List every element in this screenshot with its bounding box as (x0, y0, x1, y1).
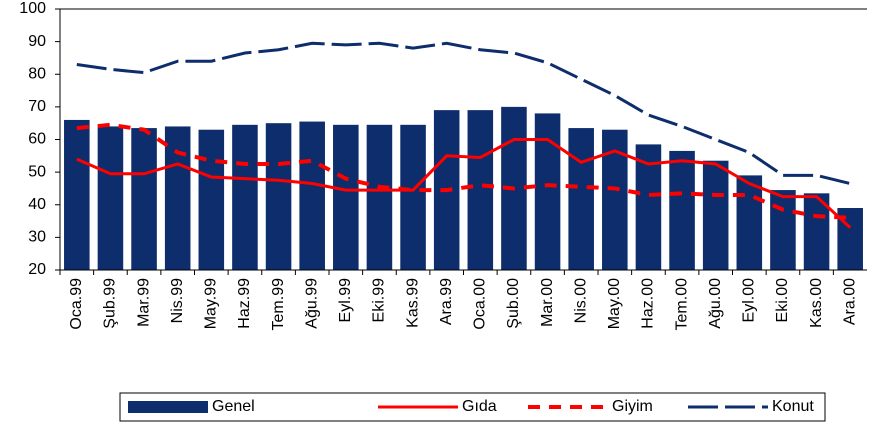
legend-label: Konut (772, 398, 814, 415)
bar (467, 110, 494, 270)
y-tick-label: 40 (28, 196, 46, 213)
x-tick-label: Oca.00 (472, 278, 489, 330)
bar (164, 126, 191, 270)
y-tick-label: 70 (28, 98, 46, 115)
bar (568, 128, 594, 270)
y-tick-label: 30 (28, 229, 46, 246)
bar (265, 123, 292, 270)
x-tick-label: Eki.99 (371, 278, 388, 323)
x-tick-label: Şub.99 (102, 278, 119, 329)
x-tick-label: Tem.99 (270, 278, 287, 331)
x-tick-label: Tem.00 (673, 278, 690, 331)
x-tick-label: Eyl.99 (337, 278, 354, 323)
bar (232, 124, 258, 270)
y-tick-label: 60 (28, 131, 46, 148)
x-tick-label: Eki.00 (774, 278, 791, 323)
line-series (76, 41, 851, 186)
x-tick-label: Mar.99 (135, 278, 152, 327)
x-tick-label: Ağu.99 (303, 278, 320, 329)
x-tick-label: Haz.99 (236, 278, 253, 329)
y-tick-label: 100 (19, 0, 46, 17)
y-tick-label: 80 (28, 65, 46, 82)
x-tick-label: Kas.99 (404, 278, 421, 328)
x-tick-label: Ağu.00 (707, 278, 724, 329)
bar (736, 175, 763, 270)
x-tick-label: Ara.99 (438, 278, 455, 325)
line-series (76, 122, 851, 220)
bar (400, 124, 426, 270)
legend-box (119, 392, 826, 422)
x-tick-label: Oca.99 (68, 278, 85, 330)
x-tick-label: Ara.00 (841, 278, 858, 325)
y-tick-label: 50 (28, 163, 46, 180)
bar (198, 129, 225, 270)
bar (770, 190, 796, 270)
legend-label: Genel (212, 398, 255, 415)
legend-label: Giyim (612, 398, 653, 415)
x-tick-label: Şub.00 (505, 278, 522, 329)
x-tick-label: Haz.00 (640, 278, 657, 329)
bar (534, 113, 561, 271)
x-tick-label: Nis.99 (169, 278, 186, 323)
bar (131, 128, 157, 270)
x-tick-label: Nis.00 (572, 278, 589, 323)
line-series (76, 138, 852, 229)
y-tick-label: 90 (28, 33, 46, 50)
x-tick-label: May.99 (203, 278, 220, 329)
bar (333, 124, 359, 270)
x-tick-label: Mar.00 (539, 278, 556, 327)
bar (702, 160, 729, 270)
bar (64, 119, 90, 270)
y-tick-label: 20 (28, 261, 46, 278)
x-tick-label: Kas.00 (808, 278, 825, 328)
x-tick-label: Eyl.00 (741, 278, 758, 323)
bar (97, 126, 124, 270)
bar (299, 121, 325, 271)
legend-label: Gıda (462, 398, 497, 415)
bar (669, 150, 695, 270)
x-tick-label: May.00 (606, 278, 623, 329)
legend-swatch (128, 401, 208, 413)
bar (366, 124, 393, 270)
